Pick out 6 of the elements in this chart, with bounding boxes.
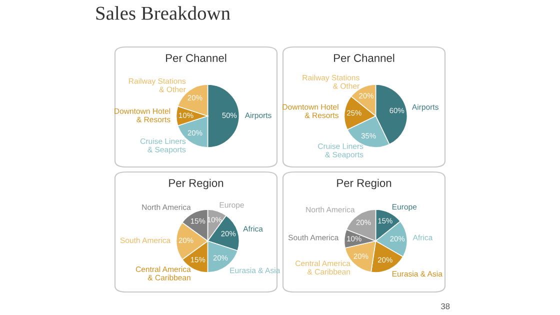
chart-title: Per Region xyxy=(169,178,224,190)
chart-title: Per Channel xyxy=(166,54,226,62)
chart-title: Per Region xyxy=(337,178,392,190)
text: 38 xyxy=(441,303,450,310)
text: Sales Breakdown xyxy=(96,6,230,20)
chart-title: Per Channel xyxy=(334,54,394,62)
